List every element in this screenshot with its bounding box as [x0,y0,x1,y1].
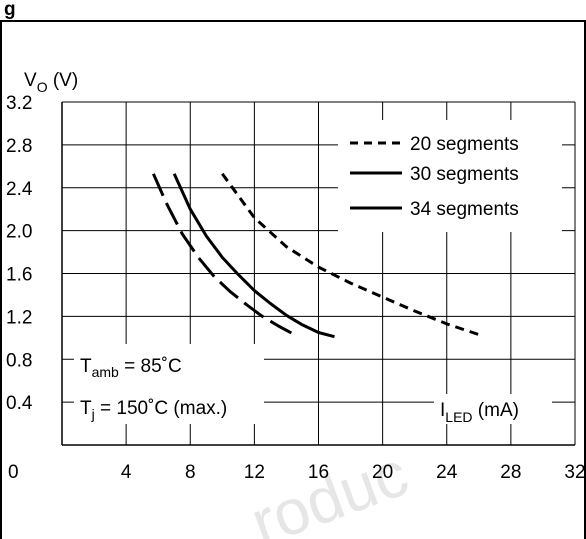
x-axis-label-bg [434,394,552,424]
y-tick-label: 1.6 [6,265,32,286]
x-tick-label: 28 [500,462,521,483]
y-tick-label: 0.8 [6,350,32,371]
legend-bg [338,120,562,232]
y-tick-label: 2.0 [6,222,32,243]
y-tick-label: 0.4 [6,393,33,414]
legend-label-30-segments: 30 segments [410,164,519,185]
x-tick-label: 24 [436,462,458,483]
annotation-tamb: Tamb = 85˚C [80,356,182,380]
x-tick-label: 32 [564,462,585,483]
tick-labels: 0 4 8 12 16 20 24 28 32 0.4 0.8 1.2 1.6 2.0 2.4 2.8 3.2 [6,93,586,483]
x-tick-label: 4 [121,462,132,483]
watermark: roduc [242,437,417,539]
x-tick-label: 8 [185,462,196,483]
legend-label-20-segments: 20 segments [410,134,519,155]
y-tick-label: 2.4 [6,179,33,200]
x-tick-label: 16 [308,462,329,483]
y-tick-label: 2.8 [6,136,32,157]
y-tick-label: 1.2 [6,307,32,328]
legend: 20 segments 30 segments 34 segments [338,120,562,232]
x-tick-label: 12 [244,462,265,483]
legend-label-34-segments: 34 segments [410,199,519,220]
y-axis-label: VO (V) [24,70,78,95]
annotation-bg [74,344,264,424]
series-line-34-segments [152,173,296,336]
y-tick-label: 3.2 [6,93,32,114]
x-tick-label: 0 [8,462,19,483]
x-axis-label: ILED (mA) [440,400,519,425]
series-group [152,172,480,339]
annotation-tj: Tj = 150˚C (max.) [80,398,227,422]
x-tick-label: 20 [372,462,393,483]
header-fragment: g [4,0,16,20]
